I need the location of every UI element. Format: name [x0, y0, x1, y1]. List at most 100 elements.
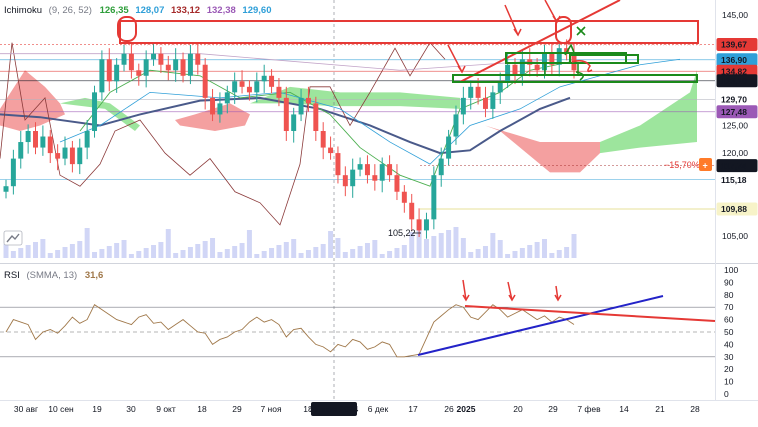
volume-bar: [151, 245, 157, 258]
time-tick-label: 2025: [457, 404, 476, 414]
volume-bar: [505, 254, 511, 258]
candle-body: [239, 81, 245, 87]
red-arrow-head[interactable]: [554, 294, 562, 302]
red-arrow-head[interactable]: [508, 294, 516, 302]
add-button[interactable]: [699, 158, 712, 171]
red-circle-marker[interactable]: [117, 16, 137, 42]
rsi-tick-label: 70: [724, 302, 734, 312]
candle-body: [261, 75, 267, 82]
volume-bar: [283, 242, 289, 258]
price-label-box[interactable]: [716, 105, 758, 119]
candle-body: [99, 59, 105, 93]
red-arrow[interactable]: [462, 279, 467, 301]
candle-body: [210, 97, 216, 115]
red-arrow-head[interactable]: [513, 28, 522, 37]
volume-bar: [549, 253, 555, 258]
price-axis[interactable]: 145,00140,00135,00130,00125,00120,00115,…: [716, 10, 758, 241]
candle-body: [342, 175, 348, 187]
red-arrow-head[interactable]: [552, 15, 561, 24]
red-arrow[interactable]: [504, 4, 519, 36]
candle-body: [328, 147, 334, 154]
candle-body: [401, 191, 407, 203]
legend-ichimoku[interactable]: Ichimoku (9, 26, 52) 126,35 128,07 133,1…: [4, 5, 271, 16]
rsi-pane[interactable]: [0, 265, 715, 400]
cloud-green-segment: [60, 97, 140, 131]
volume-bar: [195, 244, 201, 258]
red-circle-marker[interactable]: [555, 16, 572, 44]
time-tick-label: 17: [408, 404, 418, 414]
tradingview-logo-icon[interactable]: [3, 230, 23, 246]
volume-bar: [519, 248, 525, 258]
candle-body: [460, 97, 466, 115]
volume-bar: [84, 228, 90, 258]
candle-body: [446, 136, 452, 159]
price-label-box[interactable]: [716, 159, 758, 173]
candle-body: [534, 64, 540, 71]
volume-bar: [187, 247, 193, 258]
volume-bar: [497, 240, 503, 258]
price-label-box[interactable]: [716, 37, 758, 51]
green-support-box[interactable]: [569, 54, 639, 64]
candle-body: [497, 81, 503, 93]
red-arrow[interactable]: [555, 285, 559, 301]
candle-body: [10, 158, 16, 187]
candle-body: [180, 59, 186, 76]
green-scribble[interactable]: [575, 71, 584, 81]
red-arrow-head[interactable]: [457, 65, 466, 74]
legend-rsi[interactable]: RSI (SMMA, 13) 31,6: [4, 270, 103, 281]
volume-bar: [239, 243, 245, 258]
legend-value-1: 126,35: [100, 5, 130, 16]
candle-body: [202, 64, 208, 98]
candle-body: [40, 136, 46, 148]
time-tick-label: 14: [619, 404, 629, 414]
red-arrow-head[interactable]: [462, 294, 470, 302]
volume-bar: [217, 252, 223, 258]
cloud-green-segment: [600, 70, 697, 154]
red-arrow[interactable]: [507, 281, 513, 301]
candle-body: [25, 131, 31, 143]
volume-bar: [460, 238, 466, 258]
candle-body: [438, 158, 444, 176]
candle-body: [505, 64, 511, 82]
volume-bar: [261, 251, 267, 258]
red-trend-line[interactable]: [459, 0, 621, 83]
time-tick-label: 6 дек: [368, 404, 389, 414]
time-crosshair-box[interactable]: [311, 402, 357, 416]
price-label-text: 134,82: [721, 66, 747, 76]
volume-bar: [401, 245, 407, 258]
price-tick-label: 145,00: [722, 10, 748, 20]
blue-rsi-trendline[interactable]: [417, 295, 664, 356]
volume-bar: [305, 250, 311, 258]
rsi-tick-label: 80: [724, 290, 734, 300]
red-rsi-trendline[interactable]: [464, 305, 716, 322]
candle-body: [512, 64, 518, 76]
user-drawings[interactable]: [117, 0, 700, 83]
green-support-box[interactable]: [544, 62, 579, 76]
volume-bar: [431, 236, 437, 258]
red-scribble[interactable]: [571, 59, 593, 73]
volume-bar: [276, 245, 282, 258]
volume-bar: [446, 230, 452, 258]
rsi-tick-label: 0: [724, 389, 729, 399]
price-label-box[interactable]: [716, 202, 758, 216]
price-label-box[interactable]: [716, 74, 758, 88]
price-label-box[interactable]: [716, 173, 758, 187]
price-label-text: 139,67: [721, 40, 747, 50]
volume-bar: [269, 248, 275, 258]
candle-body: [121, 53, 127, 65]
price-pane[interactable]: [0, 0, 715, 262]
volume-bar: [173, 253, 179, 258]
time-tick-label: 30: [126, 404, 136, 414]
candle-body: [55, 153, 61, 159]
candle-body: [128, 53, 134, 71]
percent-change-label: −15,70%: [664, 160, 700, 170]
red-resistance-box[interactable]: [119, 20, 699, 44]
volume-bar: [534, 242, 540, 258]
candle-body: [556, 48, 562, 65]
candle-body: [394, 175, 400, 192]
volume-bar: [106, 246, 112, 258]
candle-body: [254, 81, 260, 93]
volume-bar: [40, 239, 46, 258]
